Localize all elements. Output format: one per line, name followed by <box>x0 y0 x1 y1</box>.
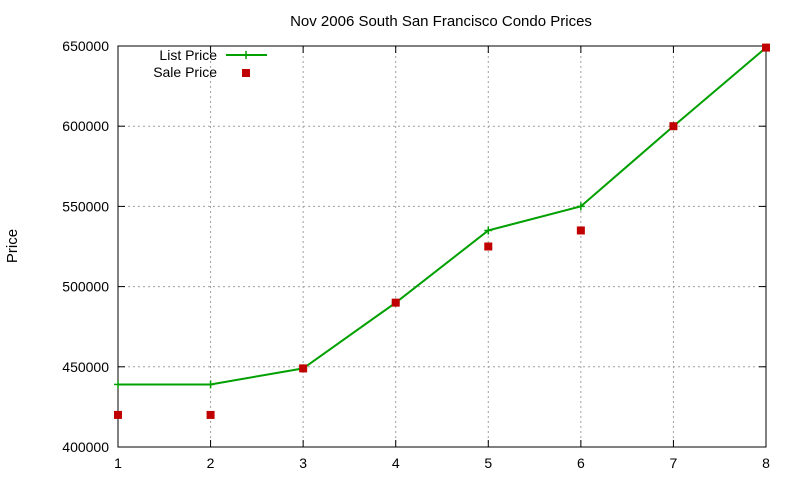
series-line <box>118 46 767 386</box>
legend-marker <box>242 69 250 77</box>
series-sale-price <box>114 43 770 419</box>
data-point <box>484 226 493 235</box>
data-point <box>484 242 493 251</box>
data-point <box>299 364 308 373</box>
legend-label: Sale Price <box>153 64 217 80</box>
data-point <box>576 226 585 235</box>
x-tick-label: 3 <box>299 455 307 471</box>
y-tick-label: 400000 <box>62 439 109 455</box>
plot-frame <box>117 45 767 448</box>
x-tick-label: 2 <box>207 455 215 471</box>
series-layer <box>114 43 770 419</box>
legend-label: List Price <box>159 47 217 63</box>
grid-lines <box>118 46 766 447</box>
x-tick-label: 6 <box>577 455 585 471</box>
x-tick-label: 4 <box>392 455 400 471</box>
data-point <box>114 380 122 389</box>
data-point <box>762 43 770 52</box>
series-list-price <box>114 43 770 389</box>
data-point <box>206 410 215 419</box>
data-point <box>391 298 400 307</box>
y-tick-label: 450000 <box>62 359 109 375</box>
data-point <box>206 380 215 389</box>
chart-title: Nov 2006 South San Francisco Condo Price… <box>290 13 592 30</box>
data-point <box>114 410 122 419</box>
x-tick-label: 5 <box>484 455 492 471</box>
y-tick-label: 600000 <box>62 118 109 134</box>
legend-marker <box>242 51 250 59</box>
x-tick-label: 1 <box>114 455 122 471</box>
y-tick-label: 550000 <box>62 198 109 214</box>
data-point <box>576 202 585 211</box>
y-tick-label: 500000 <box>62 279 109 295</box>
x-tick-label: 8 <box>762 455 770 471</box>
x-tick-label: 7 <box>670 455 678 471</box>
data-point <box>669 122 678 131</box>
y-axis-label: Price <box>4 229 21 263</box>
axis-ticks: 400000 450000 500000 550000 600000 650000 1 2 3 4… <box>62 38 770 471</box>
y-tick-label: 650000 <box>62 38 109 54</box>
